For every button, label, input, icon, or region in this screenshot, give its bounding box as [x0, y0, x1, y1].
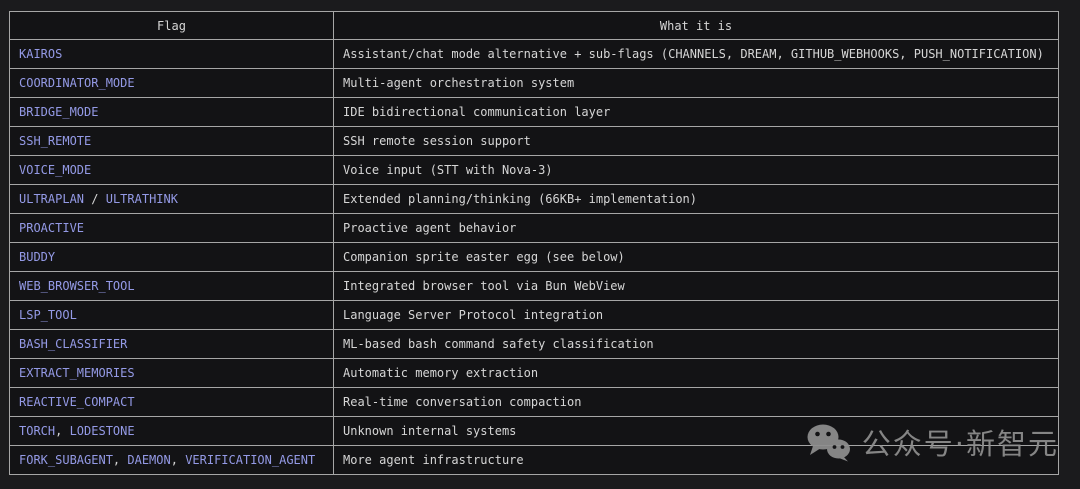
- table-row: BRIDGE_MODE IDE bidirectional communicati…: [9, 97, 1059, 127]
- flag-link[interactable]: LSP_TOOL: [19, 308, 77, 322]
- flag-link[interactable]: VERIFICATION_AGENT: [185, 453, 316, 467]
- flag-link[interactable]: COORDINATOR_MODE: [19, 76, 135, 90]
- flag-column-header: Flag: [9, 11, 334, 40]
- flag-link[interactable]: FORK_SUBAGENT: [19, 453, 113, 467]
- table-row: FORK_SUBAGENT, DAEMON, VERIFICATION_AGEN…: [9, 445, 1059, 475]
- flag-link[interactable]: ULTRATHINK: [105, 192, 178, 206]
- table-row: ULTRAPLAN / ULTRATHINK Extended planning/…: [9, 184, 1059, 214]
- flags-table: Flag What it is KAIROS Assistant/chat mod…: [9, 11, 1059, 475]
- table-row: REACTIVE_COMPACT Real-time conversation c…: [9, 387, 1059, 417]
- table-row: LSP_TOOL Language Server Protocol integra…: [9, 300, 1059, 330]
- flag-cell: REACTIVE_COMPACT: [9, 387, 334, 417]
- flag-cell: SSH_REMOTE: [9, 126, 334, 156]
- description-cell: Integrated browser tool via Bun WebView: [333, 271, 1059, 301]
- flag-cell: WEB_BROWSER_TOOL: [9, 271, 334, 301]
- description-cell: Proactive agent behavior: [333, 213, 1059, 243]
- description-cell: IDE bidirectional communication layer: [333, 97, 1059, 127]
- flags-table-container: Flag What it is KAIROS Assistant/chat mod…: [9, 11, 1059, 475]
- flag-link[interactable]: BRIDGE_MODE: [19, 105, 99, 119]
- flag-cell: ULTRAPLAN / ULTRATHINK: [9, 184, 334, 214]
- flag-cell: KAIROS: [9, 39, 334, 69]
- table-body: KAIROS Assistant/chat mode alternative + …: [9, 39, 1059, 475]
- flag-separator: ,: [112, 453, 128, 467]
- flag-link[interactable]: DAEMON: [127, 453, 171, 467]
- flag-cell: VOICE_MODE: [9, 155, 334, 185]
- flag-link[interactable]: PROACTIVE: [19, 221, 85, 235]
- flag-link[interactable]: WEB_BROWSER_TOOL: [19, 279, 135, 293]
- flag-link[interactable]: BUDDY: [19, 250, 56, 264]
- flag-cell: LSP_TOOL: [9, 300, 334, 330]
- flag-separator: ,: [55, 424, 70, 438]
- table-row: COORDINATOR_MODE Multi-agent orchestratio…: [9, 68, 1059, 98]
- flag-cell: COORDINATOR_MODE: [9, 68, 334, 98]
- flag-cell: PROACTIVE: [9, 213, 334, 243]
- flag-cell: BRIDGE_MODE: [9, 97, 334, 127]
- description-cell: Assistant/chat mode alternative + sub-fl…: [333, 39, 1059, 69]
- description-cell: Companion sprite easter egg (see below): [333, 242, 1059, 272]
- flag-cell: TORCH, LODESTONE: [9, 416, 334, 446]
- description-cell: Multi-agent orchestration system: [333, 68, 1059, 98]
- description-cell: ML-based bash command safety classificat…: [333, 329, 1059, 359]
- table-row: EXTRACT_MEMORIES Automatic memory extract…: [9, 358, 1059, 388]
- flag-link[interactable]: SSH_REMOTE: [19, 134, 92, 148]
- description-cell: Unknown internal systems: [333, 416, 1059, 446]
- table-row: WEB_BROWSER_TOOL Integrated browser tool …: [9, 271, 1059, 301]
- flag-link[interactable]: ULTRAPLAN: [19, 192, 85, 206]
- flag-link[interactable]: BASH_CLASSIFIER: [19, 337, 128, 351]
- flag-link[interactable]: VOICE_MODE: [19, 163, 92, 177]
- description-cell: Voice input (STT with Nova-3): [333, 155, 1059, 185]
- table-row: VOICE_MODE Voice input (STT with Nova-3): [9, 155, 1059, 185]
- flag-separator: ,: [170, 453, 186, 467]
- header-row: Flag What it is: [9, 11, 1059, 40]
- flag-cell: FORK_SUBAGENT, DAEMON, VERIFICATION_AGEN…: [9, 445, 334, 475]
- flag-cell: BASH_CLASSIFIER: [9, 329, 334, 359]
- flag-link[interactable]: LODESTONE: [69, 424, 135, 438]
- flag-link[interactable]: EXTRACT_MEMORIES: [19, 366, 135, 380]
- flag-link[interactable]: REACTIVE_COMPACT: [19, 395, 135, 409]
- flag-link[interactable]: TORCH: [19, 424, 56, 438]
- table-row: SSH_REMOTE SSH remote session support: [9, 126, 1059, 156]
- table-row: KAIROS Assistant/chat mode alternative + …: [9, 39, 1059, 69]
- description-cell: Automatic memory extraction: [333, 358, 1059, 388]
- flag-cell: EXTRACT_MEMORIES: [9, 358, 334, 388]
- description-cell: Extended planning/thinking (66KB+ implem…: [333, 184, 1059, 214]
- description-column-header: What it is: [333, 11, 1059, 40]
- description-cell: More agent infrastructure: [333, 445, 1059, 475]
- description-cell: SSH remote session support: [333, 126, 1059, 156]
- table-row: BUDDY Companion sprite easter egg (see be…: [9, 242, 1059, 272]
- table-row: TORCH, LODESTONE Unknown internal systems: [9, 416, 1059, 446]
- flag-link[interactable]: KAIROS: [19, 47, 63, 61]
- table-row: PROACTIVE Proactive agent behavior: [9, 213, 1059, 243]
- flag-cell: BUDDY: [9, 242, 334, 272]
- description-cell: Language Server Protocol integration: [333, 300, 1059, 330]
- table-row: BASH_CLASSIFIER ML-based bash command saf…: [9, 329, 1059, 359]
- flag-separator: /: [84, 192, 106, 206]
- description-cell: Real-time conversation compaction: [333, 387, 1059, 417]
